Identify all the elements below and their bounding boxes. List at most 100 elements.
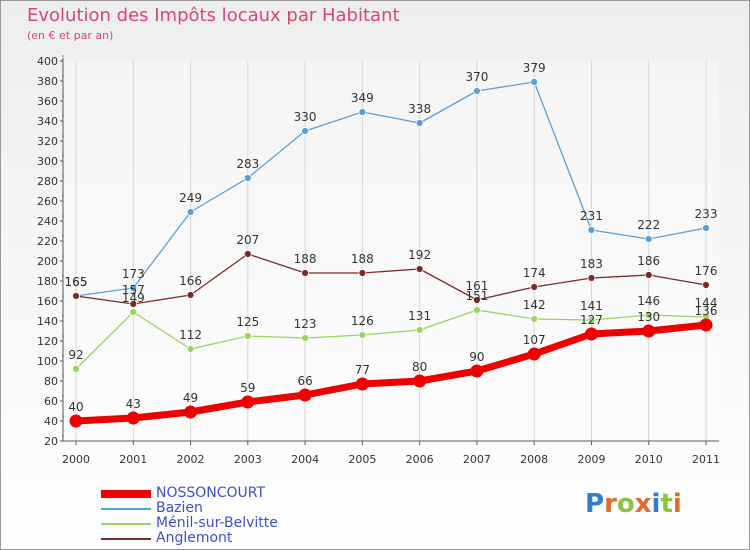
data-label: 142 xyxy=(523,298,546,312)
data-point xyxy=(642,324,656,338)
x-tick-label: 2005 xyxy=(348,453,376,466)
y-tick-label: 200 xyxy=(37,255,58,268)
y-tick-label: 300 xyxy=(37,155,58,168)
data-label: 192 xyxy=(408,248,431,262)
data-point xyxy=(298,388,312,402)
data-label: 166 xyxy=(179,274,202,288)
logo-letter: P xyxy=(585,489,605,519)
data-label: 127 xyxy=(580,313,603,327)
legend-swatch xyxy=(101,490,151,498)
data-point xyxy=(530,78,539,86)
data-label: 222 xyxy=(637,218,660,232)
x-tick-label: 2000 xyxy=(62,453,90,466)
data-point xyxy=(243,250,252,258)
data-point xyxy=(129,300,138,308)
data-label: 330 xyxy=(294,110,317,124)
data-label: 136 xyxy=(695,304,718,318)
data-point xyxy=(129,308,138,316)
chart-legend: NOSSONCOURT Bazien Ménil-sur-Belvitte Angle… xyxy=(101,485,301,546)
data-point xyxy=(470,364,484,378)
data-label: 249 xyxy=(179,191,202,205)
data-point xyxy=(587,226,596,234)
y-tick-label: 20 xyxy=(44,435,58,448)
x-tick-label: 2009 xyxy=(577,453,605,466)
data-label: 233 xyxy=(695,207,718,221)
data-point xyxy=(644,271,653,279)
y-tick-label: 40 xyxy=(44,415,58,428)
data-point xyxy=(186,345,195,353)
data-point xyxy=(644,235,653,243)
x-tick-label: 2010 xyxy=(635,453,663,466)
data-point xyxy=(473,306,481,314)
plot-area xyxy=(63,61,719,441)
data-label: 49 xyxy=(183,391,198,405)
legend-label: Anglemont xyxy=(156,530,233,546)
legend-swatch xyxy=(101,538,151,540)
data-point xyxy=(301,334,309,342)
y-tick-label: 80 xyxy=(44,375,58,388)
data-point xyxy=(243,174,252,182)
x-tick-label: 2008 xyxy=(520,453,548,466)
y-tick-label: 180 xyxy=(37,275,58,288)
data-label: 338 xyxy=(408,102,431,116)
data-label: 77 xyxy=(355,363,370,377)
data-label: 183 xyxy=(580,257,603,271)
y-tick-label: 280 xyxy=(37,175,58,188)
y-tick-label: 340 xyxy=(37,115,58,128)
data-label: 165 xyxy=(65,275,88,289)
legend-item: Anglemont xyxy=(101,530,301,546)
data-point xyxy=(415,326,424,334)
x-tick-label: 2007 xyxy=(463,453,491,466)
data-point xyxy=(415,119,424,127)
data-point xyxy=(184,405,198,419)
data-label: 144 xyxy=(695,296,718,310)
data-point xyxy=(587,274,596,282)
data-label: 379 xyxy=(523,61,546,75)
data-point xyxy=(355,377,369,391)
data-label: 90 xyxy=(469,350,484,364)
x-tick-label: 2002 xyxy=(177,453,205,466)
data-point xyxy=(530,315,539,323)
series-line xyxy=(75,309,707,370)
data-point xyxy=(587,316,596,324)
legend-label: Bazien xyxy=(156,500,203,516)
data-label: 231 xyxy=(580,209,603,223)
data-point xyxy=(473,87,481,95)
x-tick-label: 2001 xyxy=(119,453,147,466)
legend-item: NOSSONCOURT xyxy=(101,485,301,501)
series-line xyxy=(75,253,707,305)
data-point xyxy=(69,414,83,428)
data-point xyxy=(126,411,140,425)
data-point xyxy=(358,108,367,116)
data-point xyxy=(129,284,138,292)
data-label: 40 xyxy=(68,400,83,414)
data-label: 157 xyxy=(122,283,145,297)
logo-letter: i xyxy=(672,489,682,519)
y-tick-label: 380 xyxy=(37,75,58,88)
data-point xyxy=(473,296,481,304)
data-point xyxy=(72,365,80,373)
data-label: 151 xyxy=(465,289,488,303)
y-tick-label: 100 xyxy=(37,355,58,368)
legend-item: Ménil-sur-Belvitte xyxy=(101,515,301,531)
logo-letter: o xyxy=(616,489,635,519)
data-point xyxy=(413,374,427,388)
y-tick-label: 220 xyxy=(37,235,58,248)
y-tick-label: 140 xyxy=(37,315,58,328)
logo-letter: i xyxy=(651,489,661,519)
data-point xyxy=(527,347,541,361)
legend-swatch xyxy=(101,523,151,525)
chart-subtitle: (en € et par an) xyxy=(27,29,114,42)
y-tick-label: 120 xyxy=(37,335,58,348)
data-label: 173 xyxy=(122,267,145,281)
data-point xyxy=(72,292,80,300)
data-point xyxy=(584,327,598,341)
y-tick-label: 400 xyxy=(37,55,58,68)
data-label: 123 xyxy=(294,317,317,331)
data-label: 146 xyxy=(637,294,660,308)
data-label: 176 xyxy=(695,264,718,278)
data-label: 131 xyxy=(408,309,431,323)
x-tick-label: 2006 xyxy=(406,453,434,466)
